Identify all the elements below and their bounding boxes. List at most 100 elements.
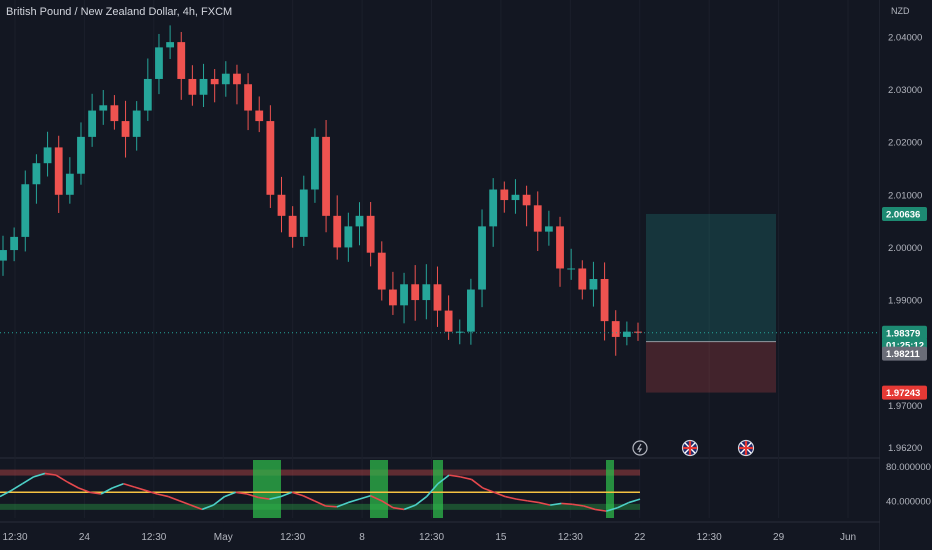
candle-body <box>366 215 375 253</box>
entry-label-text: 1.98211 <box>886 349 921 360</box>
oscillator-line-segment <box>505 495 517 500</box>
price-tick-label: 2.04000 <box>888 32 922 43</box>
oscillator-line-segment <box>145 489 158 495</box>
oscillator-line-segment <box>269 495 281 500</box>
candle-body <box>99 105 108 111</box>
uk-flag-icon[interactable] <box>681 439 699 457</box>
position-zones[interactable] <box>646 213 776 393</box>
oscillator-line-segment <box>291 491 304 497</box>
oscillator-line-segment <box>10 483 23 492</box>
oscillator-line-segment <box>561 502 573 506</box>
countdown-label-text: 01:25:12 <box>886 340 924 351</box>
candle-body <box>322 136 330 216</box>
take-profit-label: 2.00636 <box>882 206 927 221</box>
oscillator-tick-label: 40.000000 <box>886 496 931 507</box>
oscillator-line-segment <box>359 494 371 500</box>
oscillator-upper-band <box>0 469 640 476</box>
candle-body <box>344 226 353 248</box>
candle-body <box>634 331 642 333</box>
stop-loss-label-bg <box>882 385 927 400</box>
candle-body <box>411 284 420 301</box>
candle-body <box>10 236 19 251</box>
candle-body <box>377 252 386 290</box>
candle-body <box>589 279 598 290</box>
oscillator-highlight <box>370 460 388 518</box>
oscillator-line-segment <box>134 486 147 492</box>
candle-body <box>311 136 319 190</box>
current-price-label-bg <box>882 325 927 340</box>
oscillator-line-segment <box>224 491 237 498</box>
oscillator-line-segment <box>66 481 79 489</box>
oscillator-line-segment <box>325 505 337 508</box>
oscillator-line-segment <box>302 494 315 502</box>
time-tick-label: 12:30 <box>697 532 722 543</box>
candle-body <box>288 215 297 237</box>
stop-loss-label-text: 1.97243 <box>886 388 920 399</box>
oscillator-line-segment <box>280 491 293 498</box>
oscillator-highlight <box>606 460 614 518</box>
candle-body <box>121 121 130 137</box>
candle-body <box>478 226 486 290</box>
candle-body <box>533 205 542 232</box>
oscillator-line-segment <box>89 491 102 495</box>
candle-body <box>355 215 364 227</box>
candle-body <box>422 284 431 301</box>
candle-body <box>166 42 175 48</box>
candle-body <box>255 110 264 122</box>
oscillator-tick-label: 80.000000 <box>886 462 931 473</box>
oscillator-line-segment <box>516 498 528 502</box>
oscillator-line-segment <box>336 501 349 508</box>
candle-body <box>489 189 498 227</box>
time-tick-label: 22 <box>634 532 646 543</box>
price-axis[interactable]: 2.04000 2.03000 2.02000 2.01000 2.00000 1.990… <box>880 0 932 550</box>
entry-label: 1.98211 <box>882 346 927 361</box>
oscillator-line-segment <box>493 491 506 498</box>
candle-body <box>333 215 342 248</box>
oscillator-line-segment <box>314 500 326 507</box>
candle-body <box>177 42 186 79</box>
oscillator-line-segment <box>482 487 495 494</box>
candle-body <box>188 78 197 95</box>
oscillator-line-segment <box>44 472 57 476</box>
candle-body <box>556 226 564 269</box>
price-tick-label: 2.01000 <box>888 190 922 201</box>
candle-body <box>455 331 464 333</box>
oscillator-line-segment <box>617 501 630 509</box>
take-profit-zone <box>646 213 776 342</box>
oscillator-line-segment <box>572 503 584 507</box>
oscillator-line-segment <box>606 506 618 512</box>
lightning-icon-ring <box>632 440 648 456</box>
lightning-icon[interactable] <box>632 440 648 456</box>
event-markers[interactable] <box>632 439 755 457</box>
stop-loss-zone <box>646 341 776 393</box>
oscillator-line-segment <box>471 478 484 489</box>
candle-body <box>277 194 286 216</box>
chart-title[interactable]: British Pound / New Zealand Dollar, 4h, … <box>6 6 233 18</box>
oscillator-line-segment <box>437 474 450 485</box>
time-tick-label: 12:30 <box>419 532 444 543</box>
candle-body <box>88 110 97 137</box>
oscillator-line-segment <box>111 482 124 489</box>
candle-body <box>210 78 219 85</box>
candle-body <box>466 289 475 332</box>
current-price-label: 1.98379 <box>882 325 927 340</box>
lightning-icon-bolt <box>636 443 643 453</box>
oscillator-line-segment <box>550 502 562 506</box>
uk-flag-icon[interactable] <box>737 439 755 457</box>
candle-body <box>244 84 252 111</box>
candle-body <box>199 78 208 95</box>
oscillator-line-segment <box>347 498 360 504</box>
candle-body <box>522 194 531 206</box>
candle-body <box>400 284 408 306</box>
candle-body <box>110 105 119 122</box>
oscillator-line-segment <box>168 495 180 502</box>
time-axis[interactable]: 12:30 24 12:30 May 12:30 8 12:30 15 12:30 22 12:30… <box>2 532 856 543</box>
currency-label: NZD <box>891 6 910 16</box>
candle-body <box>143 78 152 111</box>
candle-body <box>0 250 7 261</box>
candle-body <box>54 147 63 195</box>
candle-body <box>132 110 141 137</box>
oscillator-line-segment <box>100 487 113 495</box>
